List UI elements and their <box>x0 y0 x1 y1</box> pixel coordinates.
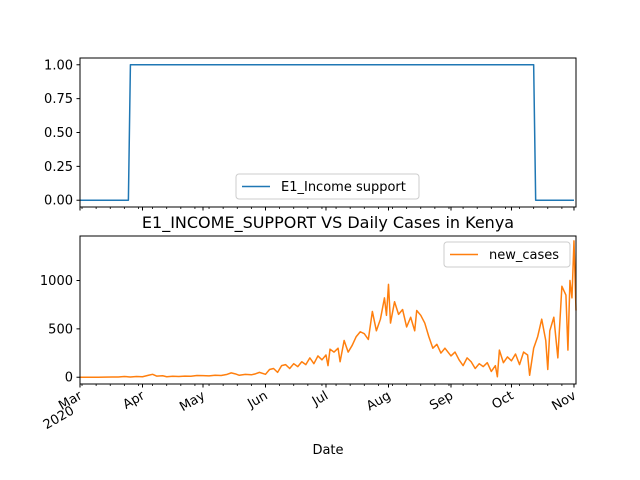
top-y-tick-label: 0.75 <box>44 92 73 107</box>
bottom-y-tick-label: 1000 <box>40 274 73 289</box>
top-series-lines <box>80 64 574 201</box>
top-y-tick-label: 0.50 <box>44 126 73 141</box>
bottom-legend-label: new_cases <box>489 248 559 263</box>
top-y-tick-label: 1.00 <box>44 58 73 73</box>
top-legend-label: E1_Income support <box>281 180 406 195</box>
top-legend-box <box>235 173 420 200</box>
bottom-y-tick-label: 0 <box>65 371 73 386</box>
top-subplot: 0.00 0.25 0.50 0.75 1.00 E1_Income support <box>44 57 577 211</box>
bottom-y-tick-label: 500 <box>48 322 73 337</box>
top-y-tick-label: 0.00 <box>44 194 73 209</box>
bottom-plot-frame <box>79 235 577 385</box>
bottom-x-tick-label: Jul <box>309 388 331 409</box>
top-y-axis-ticks: 0.00 0.25 0.50 0.75 1.00 <box>44 58 80 209</box>
top-series-line <box>80 64 574 201</box>
bottom-legend[interactable]: new_cases <box>443 241 571 268</box>
bottom-chart-title: E1_INCOME_SUPPORT VS Daily Cases in Keny… <box>142 213 514 233</box>
top-legend[interactable]: E1_Income support <box>235 173 420 200</box>
top-y-tick-label: 0.25 <box>44 160 73 175</box>
bottom-y-axis-ticks: 0 500 1000 <box>40 274 80 386</box>
bottom-x-axis-label: Date <box>312 443 343 458</box>
bottom-legend-box <box>443 241 571 268</box>
bottom-series-line <box>80 240 577 378</box>
bottom-series-lines <box>80 240 577 378</box>
top-plot-frame <box>79 57 577 208</box>
